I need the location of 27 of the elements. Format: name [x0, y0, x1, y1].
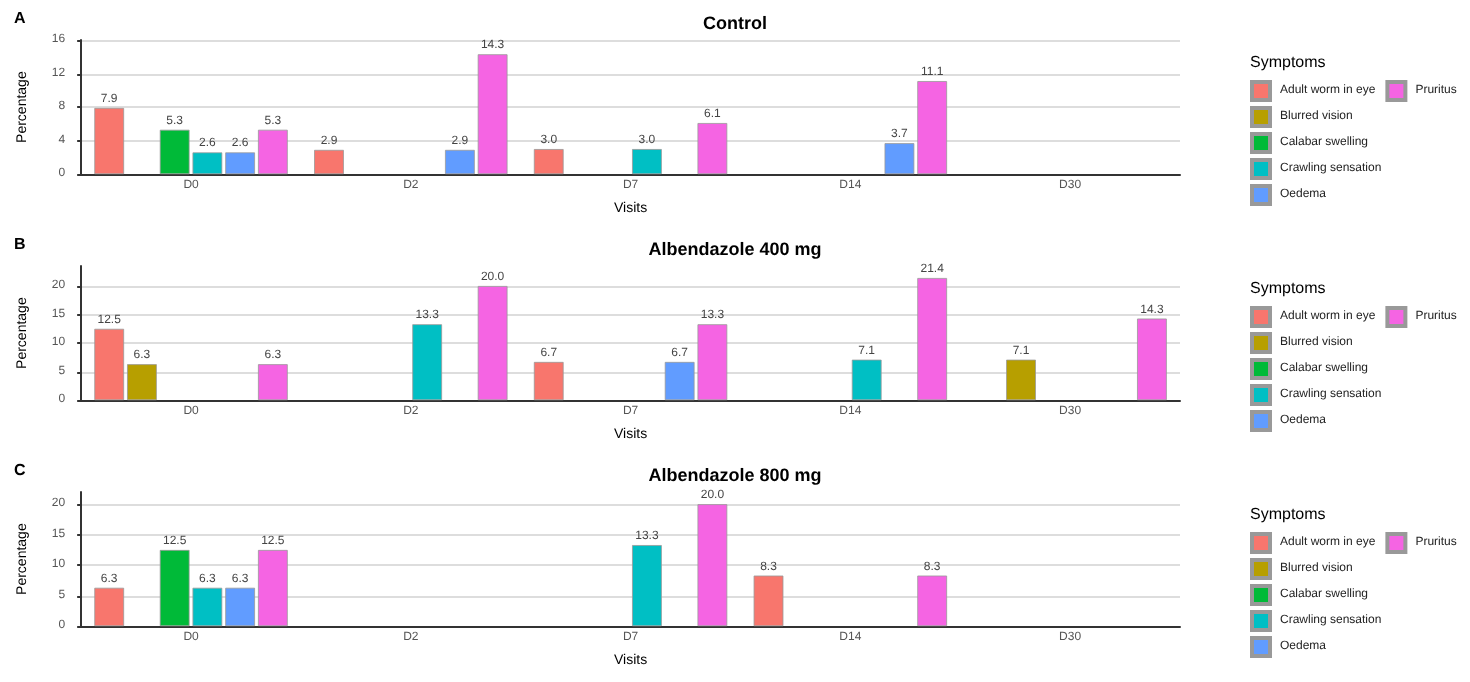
bar [697, 504, 728, 627]
bar [412, 324, 443, 401]
text: B [14, 235, 26, 253]
bar [477, 285, 508, 401]
bar [917, 575, 948, 627]
bar [697, 123, 728, 175]
legend-title: Symptoms [1250, 279, 1326, 297]
bar [533, 361, 564, 401]
bar [1137, 318, 1167, 401]
chart-title: Albendazole 400 mg [648, 239, 822, 259]
bar [94, 107, 125, 175]
bar [1006, 359, 1036, 401]
bar [94, 587, 125, 627]
chart-title: Albendazole 800 mg [648, 465, 822, 485]
legend-title: Symptoms [1250, 505, 1326, 523]
text: C [14, 461, 26, 479]
chart-title: Control [703, 13, 767, 33]
bar [632, 545, 662, 627]
text: A [14, 9, 26, 27]
bar [257, 364, 288, 401]
legend-title: Symptoms [1250, 53, 1326, 71]
bar [917, 277, 948, 401]
bar [533, 149, 564, 175]
bar [753, 575, 784, 627]
bar [851, 359, 882, 401]
bar [314, 149, 344, 175]
bar [632, 149, 662, 175]
